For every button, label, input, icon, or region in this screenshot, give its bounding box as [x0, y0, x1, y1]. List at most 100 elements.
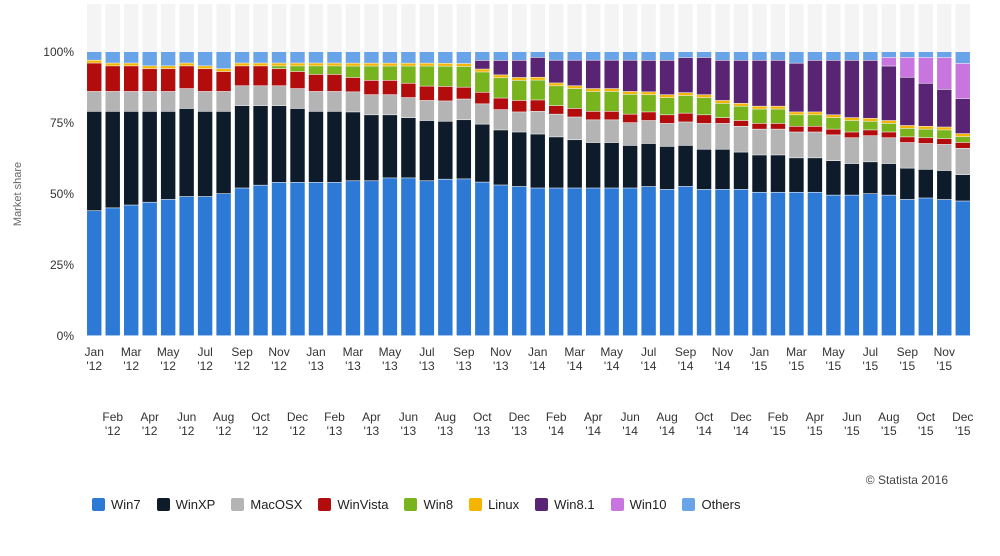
- x-tick-label: Jul: [863, 345, 878, 359]
- bar-segment-linux: [456, 63, 472, 67]
- bar-segment-win8-1: [863, 60, 878, 119]
- bar-segment-win7: [807, 192, 823, 336]
- x-tick-label: '15: [881, 424, 897, 438]
- bar-segment-win8: [733, 106, 749, 121]
- bar-segment-win7: [105, 208, 120, 336]
- bar-segment-win7: [327, 182, 342, 336]
- legend-item[interactable]: Win8: [404, 497, 453, 512]
- bar-segment-win8: [345, 66, 361, 78]
- bar-segment-macosx: [604, 120, 619, 143]
- x-tick-label: Nov: [268, 345, 289, 359]
- x-tick-label: Jul: [419, 345, 434, 359]
- bar-segment-winxp: [419, 120, 435, 181]
- bar-segment-others: [290, 52, 305, 63]
- bar-segment-linux: [345, 63, 361, 66]
- x-tick-label: Nov: [712, 345, 733, 359]
- bar-segment-winvista: [752, 123, 767, 129]
- bar-segment-win8-1: [475, 60, 490, 69]
- x-tick-label: '15: [807, 424, 823, 438]
- legend-item[interactable]: Win8.1: [535, 497, 595, 512]
- bar-segment-win8: [456, 66, 472, 87]
- bar-segment-win8: [438, 66, 453, 87]
- bar-segment-linux: [105, 63, 120, 66]
- bar-segment-others: [253, 52, 268, 63]
- bar-segment-winxp: [308, 111, 324, 183]
- bar-segment-others: [512, 52, 527, 61]
- legend-swatch: [318, 498, 332, 511]
- bar-segment-win8: [659, 97, 675, 115]
- legend-label: WinVista: [337, 497, 389, 512]
- bar-segment-winvista: [401, 83, 416, 98]
- y-tick-label: 75%: [50, 116, 74, 130]
- bar-segment-win8-1: [844, 60, 860, 118]
- x-tick-label: '12: [234, 359, 250, 373]
- bar-segment-others: [549, 52, 564, 60]
- legend-item[interactable]: MacOSX: [231, 497, 302, 512]
- bar-segment-linux: [382, 63, 398, 66]
- bar-segment-others: [87, 52, 102, 60]
- x-tick-label: Dec: [509, 410, 530, 424]
- bar-segment-macosx: [807, 132, 823, 158]
- x-tick-label: '13: [364, 424, 380, 438]
- bar-segment-linux: [622, 91, 638, 94]
- bar-segment-macosx: [160, 91, 176, 112]
- bar-segment-winxp: [179, 108, 194, 197]
- bar-segment-macosx: [585, 120, 601, 143]
- y-tick-label: 25%: [50, 258, 74, 272]
- bar-segment-macosx: [918, 143, 934, 170]
- bar-segment-linux: [641, 92, 656, 95]
- bar-segment-win7: [475, 182, 490, 336]
- bar-segment-others: [863, 52, 878, 61]
- bar-segment-winxp: [105, 111, 120, 208]
- x-tick-label: Sep: [453, 345, 475, 359]
- legend-item[interactable]: WinXP: [156, 497, 215, 512]
- x-tick-label: Apr: [140, 410, 159, 424]
- bar-segment-winxp: [715, 149, 730, 190]
- legend-item[interactable]: Win7: [92, 497, 141, 512]
- bar-segment-winvista: [271, 69, 287, 86]
- bar-segment-linux: [696, 95, 712, 98]
- bar-segment-winvista: [419, 86, 435, 101]
- bar-segment-winvista: [438, 86, 453, 101]
- bar-segment-macosx: [826, 135, 841, 161]
- bar-segment-macosx: [567, 117, 582, 140]
- x-tick-label: Dec: [952, 410, 973, 424]
- bar-segment-win10: [955, 63, 970, 99]
- legend-swatch: [535, 498, 549, 511]
- bar-segment-macosx: [955, 148, 970, 175]
- legend-item[interactable]: Win10: [610, 497, 666, 512]
- bar-segment-linux: [87, 60, 102, 63]
- bar-segment-macosx: [105, 91, 120, 112]
- bar-segment-win8-1: [733, 60, 749, 104]
- bar-segment-linux: [475, 69, 490, 72]
- bar-segment-win8: [770, 109, 786, 124]
- bar-segment-win7: [770, 192, 786, 336]
- bar-segment-linux: [179, 63, 194, 66]
- bar-segment-linux: [678, 92, 693, 96]
- bar-segment-others: [733, 52, 749, 61]
- bar-segment-others: [622, 52, 638, 60]
- bar-segment-macosx: [641, 120, 656, 144]
- x-tick-label: Apr: [584, 410, 603, 424]
- x-tick-label: Aug: [878, 410, 899, 424]
- x-tick-label: Sep: [675, 345, 697, 359]
- bar-segment-macosx: [197, 91, 213, 112]
- bar-segment-win7: [456, 179, 472, 336]
- bar-segment-win8: [401, 66, 416, 83]
- bar-segment-win8: [327, 66, 342, 75]
- bar-segment-macosx: [752, 129, 767, 155]
- legend-item[interactable]: Others: [682, 497, 740, 512]
- bar-segment-winvista: [696, 115, 712, 124]
- legend-item[interactable]: Linux: [469, 497, 519, 512]
- bar-segment-macosx: [401, 97, 416, 118]
- bar-segment-win8-1: [512, 60, 527, 78]
- bar-segment-winxp: [881, 163, 897, 195]
- x-tick-label: Apr: [362, 410, 381, 424]
- x-tick-label: '15: [826, 359, 842, 373]
- legend-label: Win8: [423, 497, 454, 512]
- bar-segment-others: [179, 52, 194, 63]
- bar-segment-others: [844, 52, 860, 61]
- x-tick-label: '12: [253, 424, 269, 438]
- legend-item[interactable]: WinVista: [318, 497, 388, 512]
- x-tick-label: Feb: [102, 410, 123, 424]
